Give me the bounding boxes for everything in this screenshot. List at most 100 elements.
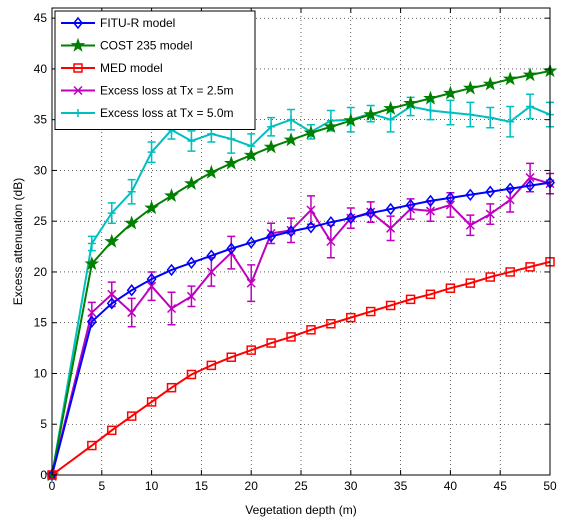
data-point <box>505 267 515 277</box>
data-point <box>526 102 535 111</box>
legend: FITU-R model COST 235 model MED model Exces… <box>54 10 256 130</box>
y-tick-label: 40 <box>34 62 48 76</box>
y-tick-label: 5 <box>40 417 47 431</box>
x-tick-label: 25 <box>294 479 308 493</box>
data-point <box>227 134 236 143</box>
legend-label: Excess loss at Tx = 2.5m <box>100 84 234 98</box>
y-tick-label: 45 <box>34 11 48 25</box>
legend-item: FITU-R model <box>61 16 175 30</box>
data-point <box>204 164 219 179</box>
data-point <box>485 185 496 198</box>
data-point <box>386 223 396 233</box>
data-point <box>465 220 475 230</box>
data-point <box>267 122 276 131</box>
x-tick-label: 15 <box>195 479 209 493</box>
data-point <box>286 332 296 342</box>
data-point <box>445 283 456 293</box>
data-point <box>263 139 279 154</box>
legend-marker <box>74 109 82 117</box>
data-point <box>223 155 239 170</box>
data-point <box>126 284 137 297</box>
legend-item: Excess loss at Tx = 2.5m <box>61 84 234 98</box>
data-point <box>466 110 475 119</box>
data-point <box>127 308 137 318</box>
data-point <box>84 256 100 271</box>
data-point <box>186 369 197 380</box>
data-point <box>206 267 216 277</box>
data-point <box>445 200 455 210</box>
data-point <box>485 209 495 219</box>
data-point <box>522 67 538 82</box>
y-tick-label: 35 <box>34 113 48 127</box>
data-point <box>146 272 157 286</box>
y-tick-label: 10 <box>34 366 48 380</box>
x-tick-label: 10 <box>145 479 159 493</box>
data-point <box>106 297 117 310</box>
data-point <box>226 242 237 255</box>
x-tick-label: 45 <box>494 479 508 493</box>
data-point <box>166 303 177 314</box>
data-point <box>246 345 256 355</box>
series-3 <box>47 162 555 480</box>
x-tick-label: 20 <box>245 479 259 493</box>
series-line <box>51 181 551 476</box>
data-point <box>446 108 455 117</box>
data-point <box>246 236 257 249</box>
data-point <box>287 115 296 124</box>
data-point <box>502 71 518 86</box>
data-point <box>147 281 157 291</box>
data-point <box>482 76 498 91</box>
y-tick-label: 20 <box>34 265 48 279</box>
y-axis-label: Excess attenuation (dB) <box>11 178 25 305</box>
data-point <box>303 125 319 140</box>
data-point <box>403 95 418 110</box>
data-point <box>505 195 515 205</box>
data-point <box>286 225 297 238</box>
data-point <box>383 100 398 115</box>
data-point <box>266 230 277 243</box>
data-point <box>144 200 159 215</box>
data-point <box>164 188 179 203</box>
data-point <box>445 191 456 205</box>
data-point <box>207 129 216 138</box>
data-point <box>506 117 515 126</box>
data-point <box>465 188 476 202</box>
legend-marker <box>73 16 83 30</box>
data-point <box>127 187 136 196</box>
data-point <box>86 315 97 328</box>
data-point <box>405 294 416 305</box>
data-point <box>266 338 276 348</box>
data-point <box>465 278 476 288</box>
data-point <box>345 211 356 225</box>
data-point <box>184 175 199 190</box>
data-point <box>104 233 120 248</box>
series-line <box>51 260 551 476</box>
legend-label: Excess loss at Tx = 5.0m <box>100 106 234 120</box>
y-tick-label: 30 <box>34 163 48 177</box>
data-point <box>343 112 359 127</box>
data-point <box>323 119 339 134</box>
data-point <box>243 147 259 162</box>
data-point <box>306 205 316 215</box>
data-point <box>206 360 217 371</box>
legend-item: Excess loss at Tx = 5.0m <box>61 106 234 120</box>
data-point <box>186 291 196 301</box>
legend-label: MED model <box>100 61 163 75</box>
data-point <box>365 206 376 220</box>
data-point <box>462 80 478 95</box>
data-point <box>426 106 435 115</box>
data-point <box>87 308 97 318</box>
data-point <box>226 352 237 362</box>
x-tick-label: 0 <box>49 479 56 493</box>
data-point <box>326 236 336 247</box>
data-point <box>166 382 177 393</box>
data-point <box>107 209 116 218</box>
data-point <box>386 115 395 124</box>
data-point <box>525 262 535 272</box>
legend-marker <box>73 85 83 96</box>
legend-item: COST 235 model <box>61 37 193 53</box>
data-point <box>283 132 299 147</box>
y-tick-label: 25 <box>34 214 48 228</box>
data-point <box>485 272 495 282</box>
x-tick-label: 40 <box>444 479 458 493</box>
